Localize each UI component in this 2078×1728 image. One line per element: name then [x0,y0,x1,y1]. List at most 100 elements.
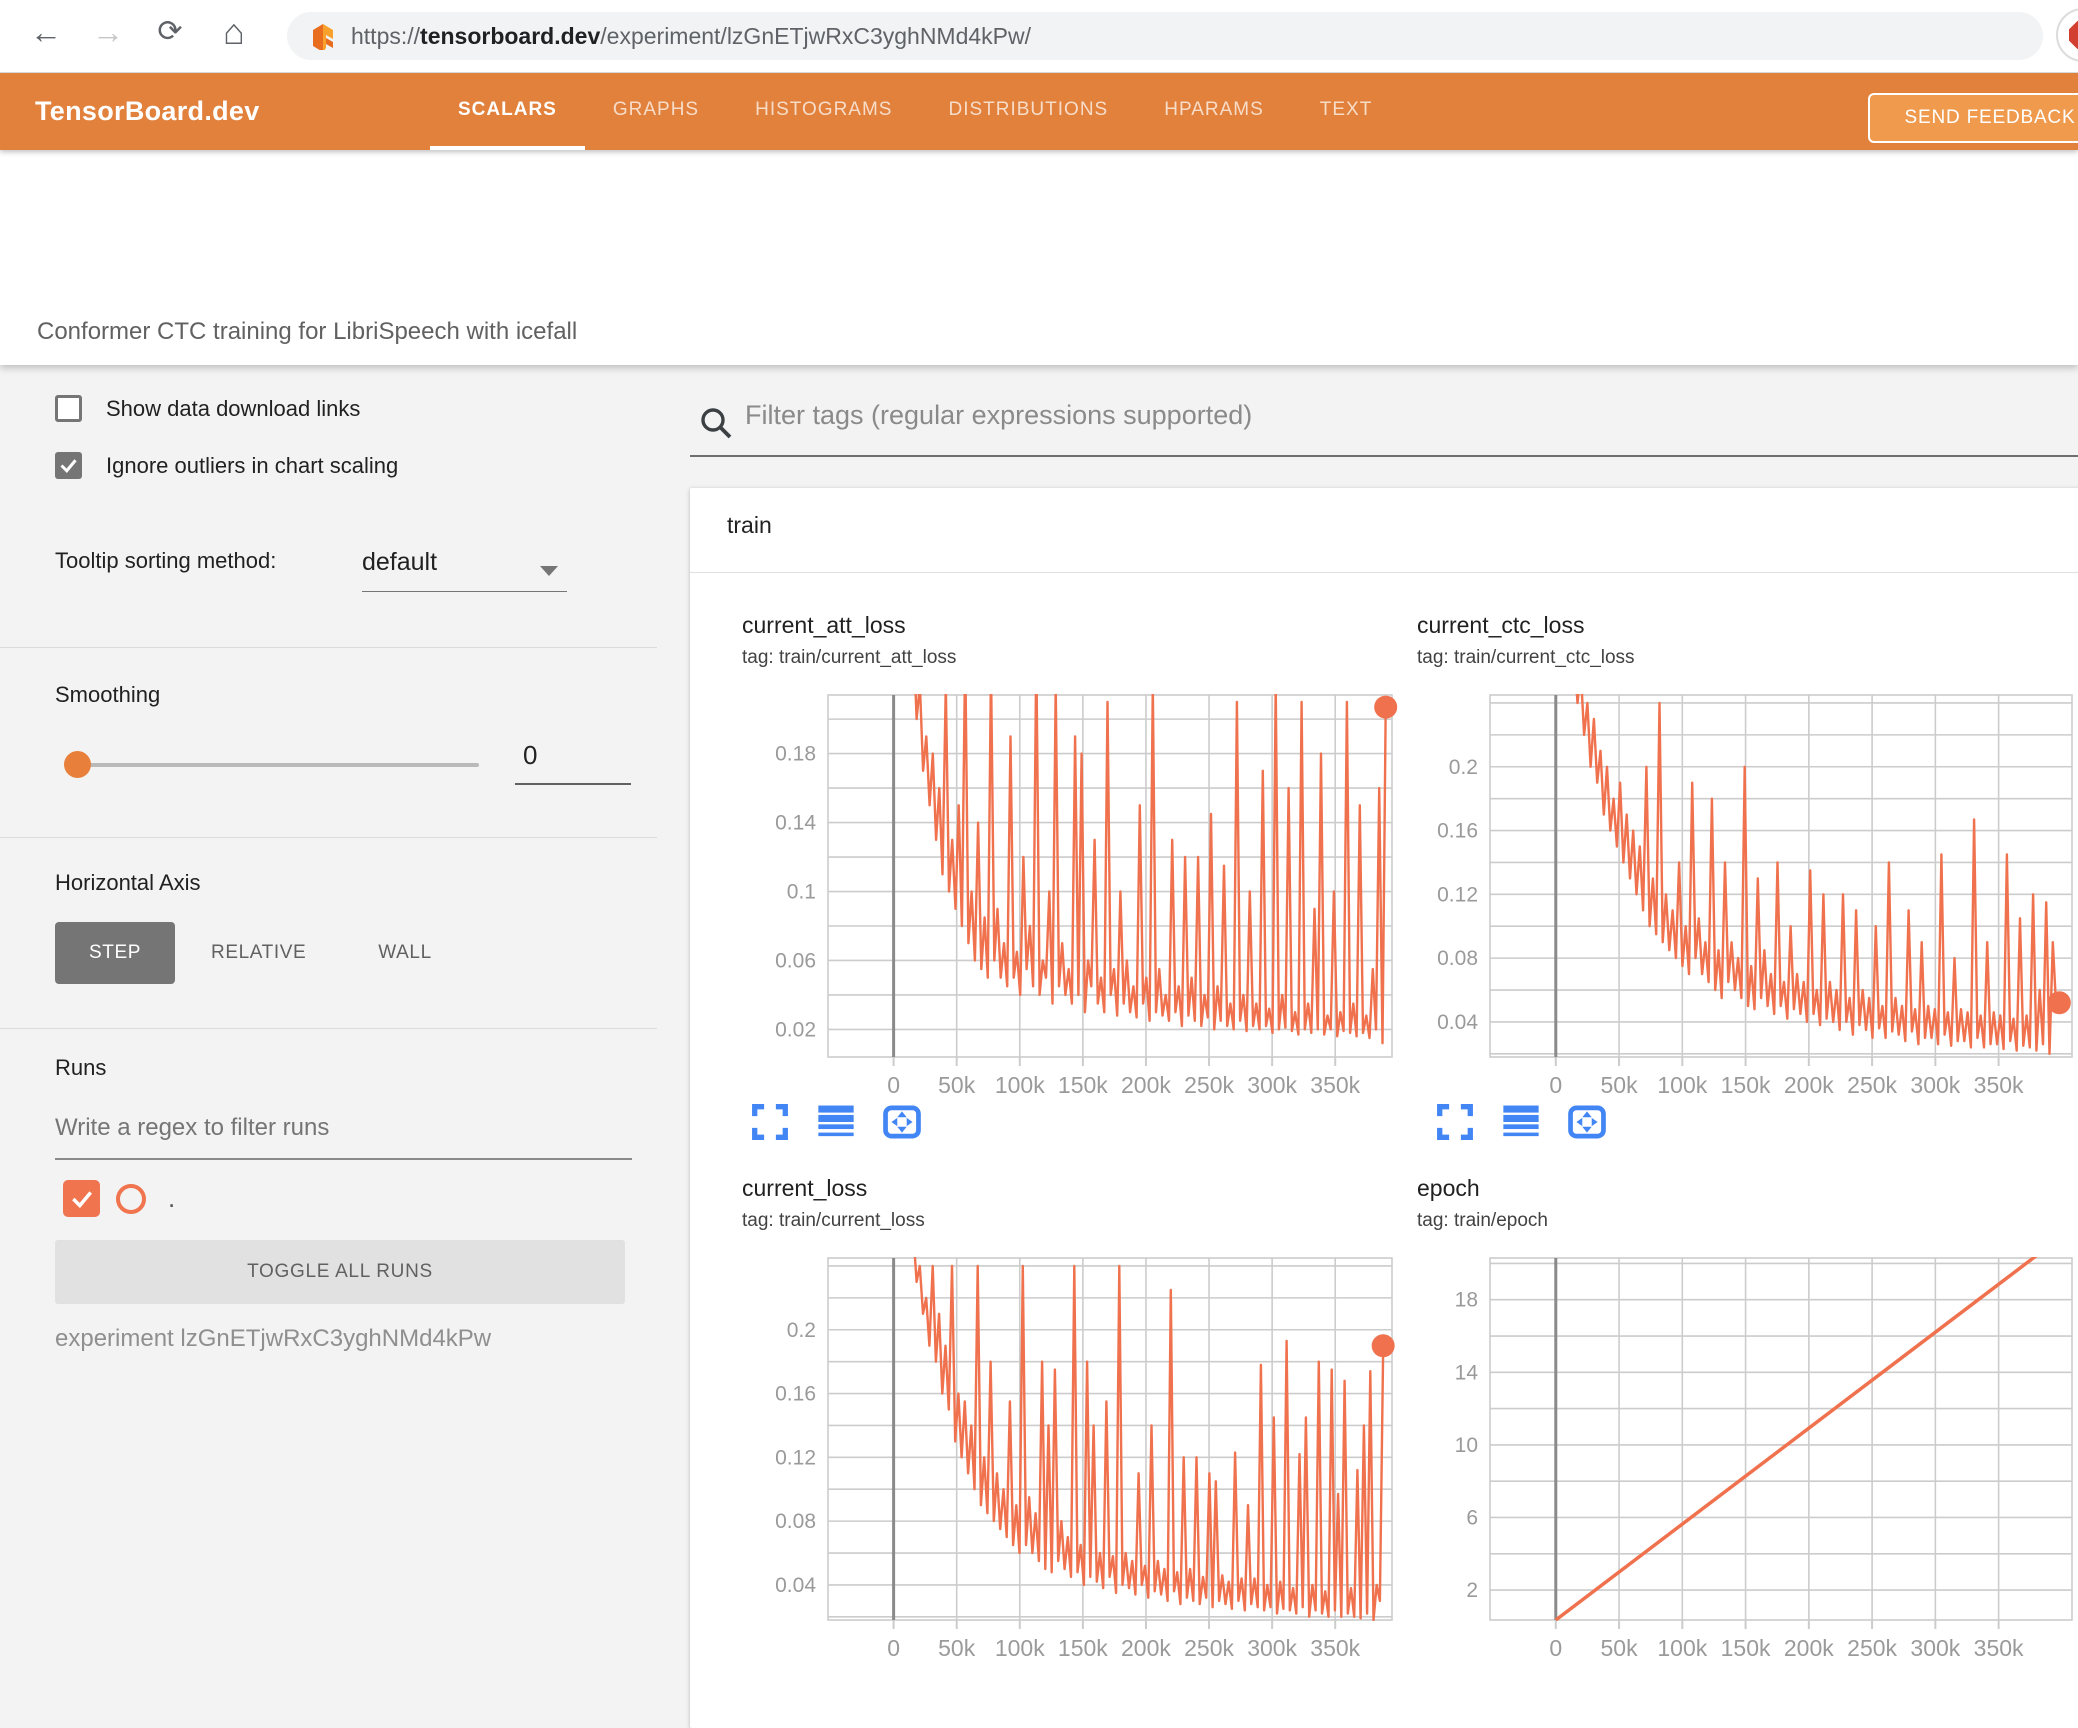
tensorboard-favicon [313,24,333,50]
axis-option-wall[interactable]: WALL [378,942,432,963]
tag-filter-input[interactable] [745,400,2025,431]
experiment-title: Conformer CTC training for LibriSpeech w… [37,318,578,345]
log-y-axis-icon[interactable] [1501,1102,1541,1142]
svg-text:100k: 100k [1657,1072,1707,1098]
chart-title: current_att_loss [742,612,906,638]
smoothing-slider-thumb[interactable] [64,751,91,778]
svg-text:350k: 350k [1974,1635,2024,1661]
svg-text:150k: 150k [1721,1072,1771,1098]
tab-histograms[interactable]: HISTOGRAMS [755,98,893,120]
svg-text:150k: 150k [1058,1072,1108,1098]
checkbox-label: Ignore outliers in chart scaling [106,452,399,478]
chevron-down-icon[interactable] [540,566,558,576]
svg-text:350k: 350k [1310,1635,1360,1661]
checkbox-checked-icon[interactable] [55,452,82,479]
svg-text:200k: 200k [1121,1635,1171,1661]
svg-text:2: 2 [1466,1579,1478,1602]
svg-text:0.04: 0.04 [775,1574,816,1597]
horizontal-axis-label: Horizontal Axis [55,870,201,895]
svg-text:0.2: 0.2 [787,1319,816,1342]
show-download-links-row[interactable]: Show data download links [55,395,360,422]
axis-option-step[interactable]: STEP [55,922,176,984]
check-icon [60,459,77,473]
run-checkbox-checked-icon[interactable] [63,1180,100,1217]
expand-chart-icon[interactable] [750,1102,790,1142]
chart-actions [750,1102,922,1142]
runs-label: Runs [55,1055,107,1080]
svg-text:100k: 100k [995,1072,1045,1098]
smoothing-slider-track[interactable] [74,763,479,767]
nav-tabs: SCALARS GRAPHS HISTOGRAMS DISTRIBUTIONS HPAR… [430,73,1400,150]
tab-graphs[interactable]: GRAPHS [612,98,700,120]
line-chart-current_ctc_loss[interactable]: 0 50k 100k 150k 200k 250k 300k 350k 0.04 0.08 0.12… [1420,694,2073,1105]
home-icon[interactable]: ⌂ [223,11,245,52]
chart-title: epoch [1417,1175,1480,1201]
svg-text:150k: 150k [1721,1635,1771,1661]
svg-text:200k: 200k [1121,1072,1171,1098]
log-y-axis-icon[interactable] [816,1102,856,1142]
tooltip-sort-dropdown[interactable]: default [362,548,567,592]
tab-hparams[interactable]: HPARAMS [1164,98,1264,120]
svg-text:0.1: 0.1 [787,881,816,904]
svg-text:0.14: 0.14 [775,812,816,835]
checkbox-unchecked-icon[interactable] [55,395,82,422]
svg-text:0.02: 0.02 [775,1018,816,1041]
svg-text:50k: 50k [938,1072,976,1098]
tooltip-sort-label: Tooltip sorting method: [55,548,277,573]
svg-text:18: 18 [1455,1289,1478,1312]
tab-distributions[interactable]: DISTRIBUTIONS [948,98,1109,120]
chart-actions [1435,1102,1607,1142]
axis-option-relative[interactable]: RELATIVE [211,942,307,963]
svg-text:350k: 350k [1310,1072,1360,1098]
svg-text:100k: 100k [995,1635,1045,1661]
search-icon [701,408,732,439]
divider [0,1028,657,1029]
line-chart-current_loss[interactable]: 0 50k 100k 150k 200k 250k 300k 350k 0.04 0.08 0.12… [758,1257,1395,1668]
check-icon [71,1190,92,1208]
line-chart-current_att_loss[interactable]: 0 50k 100k 150k 200k 250k 300k 350k 0.02 0.06 0.1 0… [758,694,1398,1105]
ignore-outliers-row[interactable]: Ignore outliers in chart scaling [55,452,398,479]
train-card-header[interactable] [690,488,2078,573]
url-text: https://tensorboard.dev/experiment/lzGnE… [351,22,1032,49]
svg-text:0: 0 [1549,1635,1562,1661]
address-bar[interactable]: https://tensorboard.dev/experiment/lzGnE… [287,12,2043,60]
divider [0,647,657,648]
svg-text:0.12: 0.12 [775,1446,816,1469]
svg-text:0.06: 0.06 [775,949,816,972]
back-icon[interactable]: ← [30,14,62,50]
svg-text:200k: 200k [1784,1072,1834,1098]
svg-text:0: 0 [887,1072,900,1098]
experiment-title-band: Conformer CTC training for LibriSpeech w… [0,150,2078,365]
chart-title: current_ctc_loss [1417,612,1585,638]
reload-icon[interactable]: ⟳ [157,15,183,48]
tab-text[interactable]: TEXT [1319,98,1373,120]
avatar-badge-icon [2069,21,2078,49]
send-feedback-button[interactable]: SEND FEEDBACK [1868,93,2078,143]
fit-domain-icon[interactable] [1567,1102,1607,1142]
line-chart-epoch[interactable]: 0 50k 100k 150k 200k 250k 300k 350k 2 6 10 14 18 [1420,1257,2073,1668]
horizontal-axis-options: STEP RELATIVE WALL [55,922,468,984]
chart-tag: tag: train/current_loss [742,1210,925,1231]
svg-text:250k: 250k [1184,1635,1234,1661]
divider [0,837,657,838]
svg-text:14: 14 [1455,1361,1479,1384]
tab-scalars[interactable]: SCALARS [430,73,585,150]
app-header: TensorBoard.dev SCALARS GRAPHS HISTOGRAMS D… [0,73,2078,150]
run-color-swatch [116,1183,146,1214]
fit-domain-icon[interactable] [882,1102,922,1142]
svg-text:350k: 350k [1974,1072,2024,1098]
svg-text:0: 0 [1549,1072,1562,1098]
svg-text:6: 6 [1466,1506,1478,1529]
run-row[interactable]: . [63,1180,175,1217]
browser-avatar[interactable] [2056,8,2078,62]
toggle-all-runs-button[interactable]: TOGGLE ALL RUNS [55,1240,625,1304]
chart-title: current_loss [742,1175,868,1201]
chart-tag: tag: train/current_att_loss [742,647,957,668]
svg-text:0.08: 0.08 [775,1510,816,1533]
smoothing-value[interactable]: 0 [515,740,631,785]
svg-text:150k: 150k [1058,1635,1108,1661]
runs-filter-input[interactable] [55,1108,632,1160]
svg-text:0.2: 0.2 [1449,756,1478,779]
expand-chart-icon[interactable] [1435,1102,1475,1142]
svg-text:250k: 250k [1847,1635,1897,1661]
